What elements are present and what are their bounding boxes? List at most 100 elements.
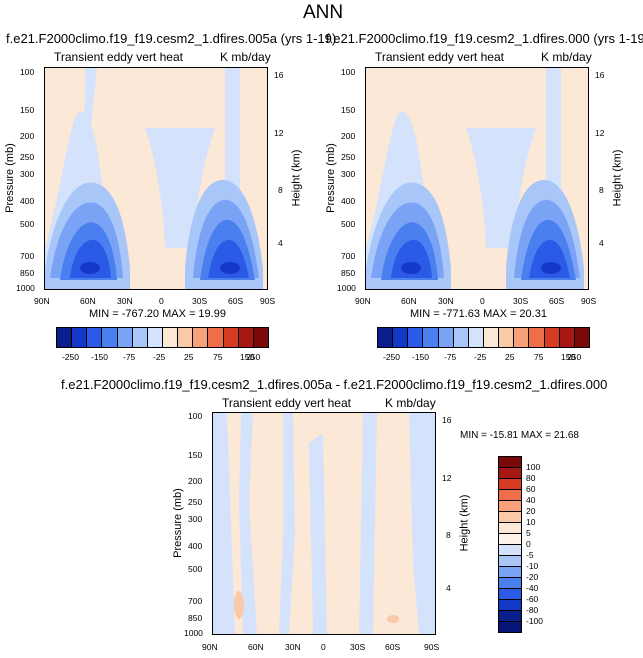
y-tick: 100 (341, 67, 356, 77)
colorbar-swatch (378, 328, 394, 347)
x-tick: 0 (480, 296, 485, 306)
y2-tick: 16 (595, 70, 605, 80)
colorbar-swatch (468, 328, 484, 347)
colorbar-swatch (238, 328, 254, 347)
colorbar-swatch (499, 523, 521, 534)
y2-tick: 12 (595, 128, 605, 138)
contour-core (387, 615, 399, 623)
y-axis-label: Pressure (mb) (324, 143, 337, 213)
x-tick: 0 (321, 642, 326, 652)
contour-band (309, 433, 327, 634)
y2-axis-label: Height (km) (458, 494, 471, 552)
y-tick: 850 (20, 268, 35, 278)
colorbar-swatch (193, 328, 209, 347)
variable-label: Transient eddy vert heat (375, 50, 504, 64)
colorbar-label: 100 (526, 462, 541, 472)
colorbar (56, 327, 269, 348)
x-tick: 90S (260, 296, 276, 306)
y2-axis-label: Height (km) (611, 149, 624, 207)
colorbar-swatch (423, 328, 439, 347)
colorbar-swatch (453, 328, 469, 347)
colorbar-label: -100 (526, 616, 544, 626)
colorbar (377, 327, 590, 348)
x-tick: 60S (228, 296, 244, 306)
y-tick: 400 (188, 541, 203, 551)
y2-tick: 12 (274, 128, 284, 138)
colorbar-label: -250 (383, 352, 401, 362)
y-tick: 700 (341, 251, 356, 261)
colorbar-label: 150 (240, 352, 255, 362)
x-tick: 60N (248, 642, 264, 652)
contour-band (239, 413, 257, 634)
units-label: K mb/day (385, 396, 436, 410)
colorbar-swatch (544, 328, 560, 347)
y-tick: 1000 (16, 283, 35, 293)
colorbar-swatch (178, 328, 194, 347)
colorbar-swatch (499, 490, 521, 501)
y-tick: 1000 (184, 628, 203, 638)
y-axis-label: Pressure (mb) (3, 143, 16, 213)
x-tick: 30N (438, 296, 454, 306)
y2-tick: 8 (599, 185, 604, 195)
x-tick: 30S (192, 296, 208, 306)
y2-tick: 8 (278, 185, 283, 195)
colorbar-swatch (499, 468, 521, 479)
y-tick: 100 (188, 411, 203, 421)
y-tick: 200 (188, 476, 203, 486)
y-tick: 250 (20, 152, 35, 162)
colorbar-label: 150 (561, 352, 576, 362)
panel-title: f.e21.F2000climo.f19_f19.cesm2_1.dfires.… (326, 31, 643, 46)
colorbar-swatch (499, 611, 521, 622)
x-tick: 60S (385, 642, 401, 652)
min-max-stats: MIN = -767.20 MAX = 19.99 (89, 308, 226, 320)
contour-band (145, 128, 215, 248)
colorbar-label: 75 (213, 352, 223, 362)
x-tick: 30S (513, 296, 529, 306)
colorbar-swatch (87, 328, 103, 347)
x-tick: 90S (424, 642, 440, 652)
colorbar (498, 456, 522, 633)
colorbar-label: -5 (526, 550, 534, 560)
colorbar-swatch (499, 457, 521, 468)
colorbar-swatch (253, 328, 268, 347)
y2-tick: 4 (278, 238, 283, 248)
colorbar-label: 250 (246, 352, 261, 362)
y-tick: 500 (188, 564, 203, 574)
x-tick: 30N (285, 642, 301, 652)
colorbar-label: -150 (412, 352, 430, 362)
colorbar-label: -20 (526, 572, 539, 582)
colorbar-swatch (499, 501, 521, 512)
colorbar-label: 60 (526, 484, 536, 494)
min-max-stats: MIN = -771.63 MAX = 20.31 (410, 308, 547, 320)
y-tick: 150 (188, 450, 203, 460)
y-tick: 850 (188, 613, 203, 623)
colorbar-swatch (147, 328, 163, 347)
colorbar-label: -25 (474, 352, 487, 362)
x-tick: 30S (350, 642, 366, 652)
y-tick: 850 (341, 268, 356, 278)
contour-core (541, 262, 561, 274)
colorbar-label: 40 (526, 495, 536, 505)
colorbar-label: -10 (526, 561, 539, 571)
x-tick: 60N (80, 296, 96, 306)
colorbar-swatch (514, 328, 530, 347)
contour-svg (45, 68, 267, 289)
x-tick: 90N (355, 296, 371, 306)
contour-band (213, 413, 235, 634)
contour-plot (212, 412, 436, 635)
contour-core (401, 262, 421, 274)
colorbar-swatch (499, 545, 521, 556)
colorbar-swatch (499, 622, 521, 632)
units-label: K mb/day (220, 50, 271, 64)
variable-label: Transient eddy vert heat (222, 396, 351, 410)
y-tick: 500 (20, 219, 35, 229)
y-tick: 500 (341, 219, 356, 229)
colorbar-swatch (499, 512, 521, 523)
y2-tick: 16 (274, 70, 284, 80)
colorbar-label: -40 (526, 583, 539, 593)
colorbar-label: 10 (526, 517, 536, 527)
y-tick: 300 (341, 169, 356, 179)
x-tick: 90S (581, 296, 597, 306)
contour-plot (365, 67, 589, 290)
contour-svg (213, 413, 435, 634)
